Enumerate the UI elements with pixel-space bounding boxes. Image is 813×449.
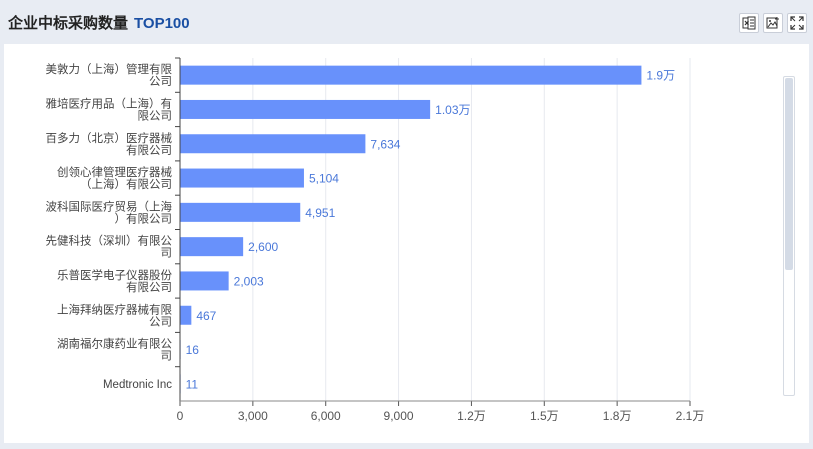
category-label-line: 公司 [149,75,172,88]
x-tick-labels: 0 3,000 6,000 9,000 1.2万 1.5万 1.8万 2.1万 [177,409,705,423]
x-tick-label: 1.2万 [457,409,486,423]
chart-title: 企业中标采购数量 TOP100 [8,12,190,33]
category-label-line: 波科国际医疗贸易（上海 [46,199,173,213]
chart-toolbar [739,13,807,33]
bars [180,65,642,394]
category-label-line: 雅培医疗用品（上海）有 [46,96,173,110]
bar-value-label: 7,634 [370,137,400,151]
category-label-line: 司 [161,351,173,363]
x-tick-label: 6,000 [311,409,341,423]
x-tick-label: 2.1万 [676,409,705,423]
category-label: 湖南福尔康药业有限公司 [57,337,172,363]
bar[interactable] [180,99,431,119]
category-label-line: 先健科技（深圳）有限公 [46,234,173,248]
bar[interactable] [180,271,229,291]
category-label-line: Medtronic Inc [103,379,172,391]
category-label-line: 上海拜纳医疗器械有限 [57,302,172,316]
bar[interactable] [180,168,304,188]
x-tick-label: 0 [177,409,184,423]
bar[interactable] [180,134,366,154]
x-tick-label: 1.5万 [530,409,559,423]
excel-export-icon[interactable] [739,13,759,33]
category-label-line: 百多力（北京）医疗器械 [46,131,173,145]
category-label-line: 有限公司 [126,280,172,294]
bar-value-label: 2,003 [234,274,264,288]
category-label: 先健科技（深圳）有限公司 [46,234,173,260]
bar-value-label: 5,104 [309,172,339,186]
category-label: 乐普医学电子仪器股份有限公司 [57,268,172,294]
bar-value-label: 4,951 [305,206,335,220]
category-label: 上海拜纳医疗器械有限公司 [57,302,172,328]
category-label-line: 限公司 [138,109,173,122]
bar-value-label: 1.03万 [435,103,470,117]
chart-title-text: 企业中标采购数量 [8,15,129,32]
bar-value-label: 1.9万 [646,69,675,83]
chart-scroll-thumb[interactable] [785,78,793,270]
bar[interactable] [180,237,244,257]
category-label: 波科国际医疗贸易（上海）有限公司 [46,199,173,225]
bar-value-label: 16 [186,343,200,357]
value-labels: 1.9万 1.03万 7,634 5,104 4,951 2,600 2,003 467 16 1… [186,69,676,392]
bar[interactable] [180,202,301,222]
category-label: 美敦力（上海）管理有限公司 [46,62,173,88]
chart-header: 企业中标采购数量 TOP100 [0,0,813,44]
category-label-line: 有限公司 [126,143,172,157]
category-label: 创领心律管理医疗器械（上海）有限公司 [57,165,172,191]
x-tick-label: 3,000 [238,409,268,423]
chart-title-accent: TOP100 [134,15,190,32]
chart-scrollbar[interactable] [783,76,795,396]
category-label-line: 乐普医学电子仪器股份 [57,268,172,282]
bar[interactable] [180,305,192,325]
category-label: 百多力（北京）医疗器械有限公司 [46,131,173,157]
category-labels: 美敦力（上海）管理有限公司雅培医疗用品（上海）有限公司百多力（北京）医疗器械有限… [46,62,173,391]
bar[interactable] [180,65,642,85]
category-label-line: （上海）有限公司 [80,177,172,191]
axes [175,57,691,406]
category-label-line: ）有限公司 [115,211,173,225]
fullscreen-icon[interactable] [787,13,807,33]
bar-value-label: 11 [186,377,199,391]
category-label-line: 湖南福尔康药业有限公 [57,337,172,351]
category-label: 雅培医疗用品（上海）有限公司 [46,96,173,122]
category-label-line: 司 [161,248,173,260]
bar-value-label: 2,600 [248,240,278,254]
category-label-line: 公司 [149,315,172,328]
image-export-icon[interactable] [763,13,783,33]
x-tick-label: 1.8万 [603,409,632,423]
x-tick-label: 9,000 [384,409,414,423]
category-label-line: 美敦力（上海）管理有限 [46,62,173,76]
category-label: Medtronic Inc [103,379,172,391]
category-label-line: 创领心律管理医疗器械 [57,165,172,179]
bar-value-label: 467 [196,309,216,323]
